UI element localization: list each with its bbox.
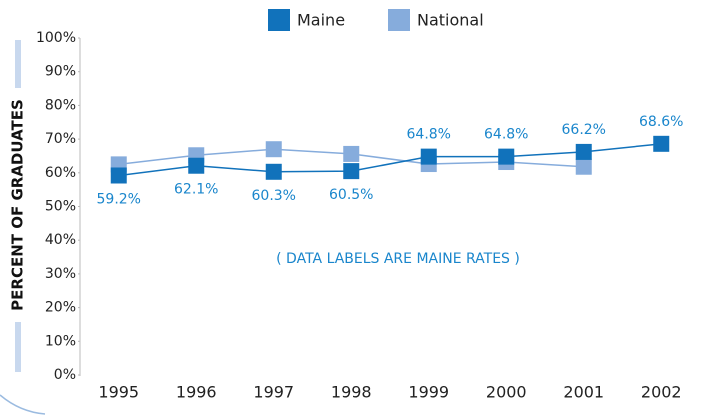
data-label: 66.2% [562, 122, 606, 138]
y-tick-label: 50% [45, 199, 76, 215]
x-tick-label: 1997 [253, 383, 294, 402]
marker [188, 157, 205, 174]
marker [343, 163, 360, 180]
data-label: 68.6% [639, 114, 683, 130]
data-label: 62.1% [174, 182, 218, 198]
y-tick-label: 100% [36, 30, 76, 46]
data-label: 64.8% [484, 127, 528, 143]
y-tick-label: 10% [45, 333, 76, 349]
frame-curve [0, 394, 46, 415]
marker [265, 141, 282, 158]
series-line [118, 143, 662, 177]
y-tick-label: 90% [45, 64, 76, 80]
marker [343, 145, 360, 162]
marker [653, 135, 670, 152]
annotation: ( DATA LABELS ARE MAINE RATES ) [276, 251, 520, 267]
marker [420, 148, 437, 165]
y-tick-label: 80% [45, 97, 76, 113]
x-tick-label: 1996 [176, 383, 217, 402]
data-label: 64.8% [407, 127, 451, 143]
y-tick-label: 60% [45, 165, 76, 181]
x-tick-label: 2000 [486, 383, 527, 402]
data-label: 60.5% [329, 187, 373, 203]
marker [110, 167, 127, 184]
x-tick-label: 1999 [408, 383, 449, 402]
legend-swatch [388, 9, 410, 31]
x-tick-label: 1998 [331, 383, 372, 402]
y-tick-label: 40% [45, 232, 76, 248]
y-axis-label: PERCENT OF GRADUATES [9, 99, 27, 311]
y-tick-label: 20% [45, 300, 76, 316]
x-tick-label: 2001 [563, 383, 604, 402]
marker [575, 158, 592, 175]
y-tick-label: 70% [45, 131, 76, 147]
marker [498, 148, 515, 165]
marker [575, 143, 592, 160]
y-tick-label: 30% [45, 266, 76, 282]
y-tick-label: 0% [54, 367, 76, 383]
legend-label: National [417, 11, 484, 30]
x-tick-label: 1995 [98, 383, 139, 402]
legend-swatch [268, 9, 290, 31]
legend-label: Maine [297, 11, 345, 30]
marker [265, 163, 282, 180]
x-tick-label: 2002 [641, 383, 682, 402]
data-label: 59.2% [97, 191, 141, 207]
data-label: 60.3% [252, 188, 296, 204]
